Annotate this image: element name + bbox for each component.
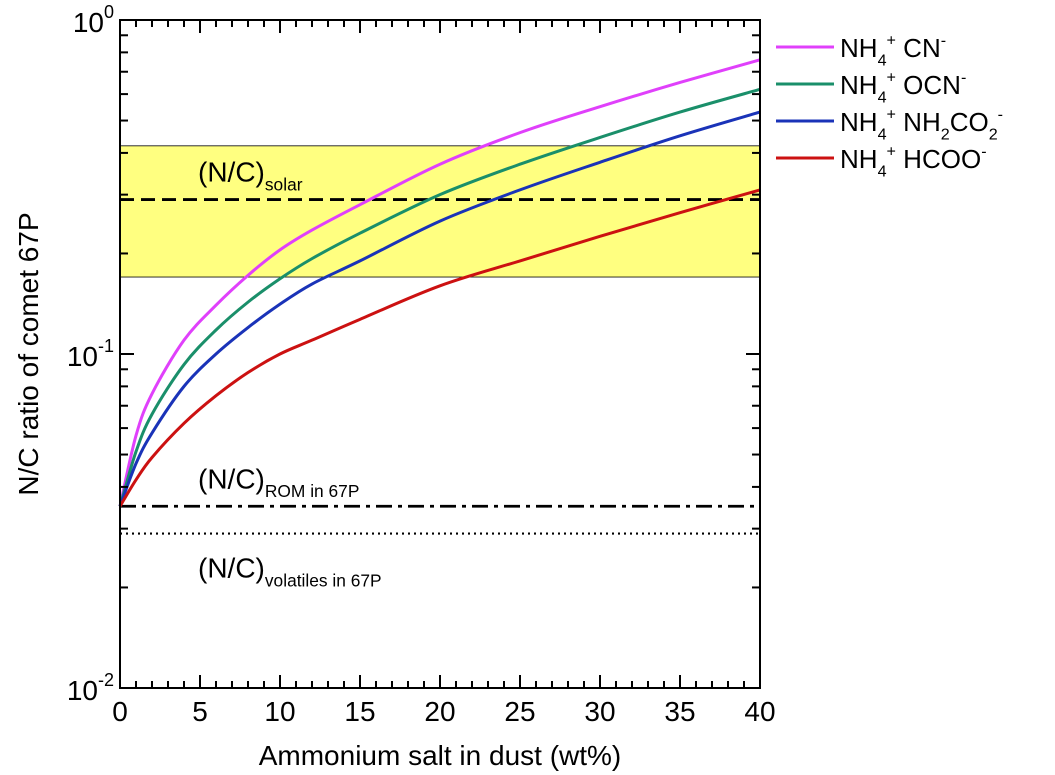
x-tick-label: 5 [192,696,208,727]
reference-lines [120,198,760,535]
series-lines [118,58,761,508]
x-tick-label: 30 [584,696,615,727]
series-line-cn [118,58,761,507]
legend-label-cn: NH4+ CN- [840,31,946,69]
axis-ticks [120,20,760,688]
reference-labels: (N/C)solar (N/C)ROM in 67P (N/C)volatiles … [198,157,382,591]
legend-label-hcoo: NH4+ HCOO- [840,142,987,180]
x-tick-label: 40 [744,696,775,727]
x-tick-label: 15 [344,696,375,727]
reference-label-solar: (N/C)solar [198,157,303,195]
y-tick-label: 100 [73,2,114,38]
y-tick-label: 10-2 [67,670,114,706]
legend: NH4+ CN-NH4+ OCN-NH4+ NH2CO2-NH4+ HCOO- [776,31,1003,180]
x-axis-label: Ammonium salt in dust (wt%) [259,740,622,771]
legend-label-nh2co2: NH4+ NH2CO2- [840,105,1003,143]
x-tick-label: 35 [664,696,695,727]
x-tick-label: 0 [112,696,128,727]
y-axis-label: N/C ratio of comet 67P [13,212,44,495]
tick-labels: 0 5 10 15 20 25 30 35 40 100 10-1 10-2 [67,2,776,727]
reference-label-ROM-in-67P: (N/C)ROM in 67P [198,463,359,501]
y-tick-label: 10-1 [67,336,114,372]
x-tick-label: 10 [264,696,295,727]
series-line-nh2co2 [118,110,761,507]
series-line-ocn [118,87,761,507]
x-tick-label: 25 [504,696,535,727]
reference-label-volatiles-in-67P: (N/C)volatiles in 67P [198,553,382,591]
x-tick-label: 20 [424,696,455,727]
series-line-hcoo [118,188,761,508]
plot-frame [119,19,761,689]
legend-label-ocn: NH4+ OCN- [840,68,966,106]
solar-range-band [119,145,761,278]
